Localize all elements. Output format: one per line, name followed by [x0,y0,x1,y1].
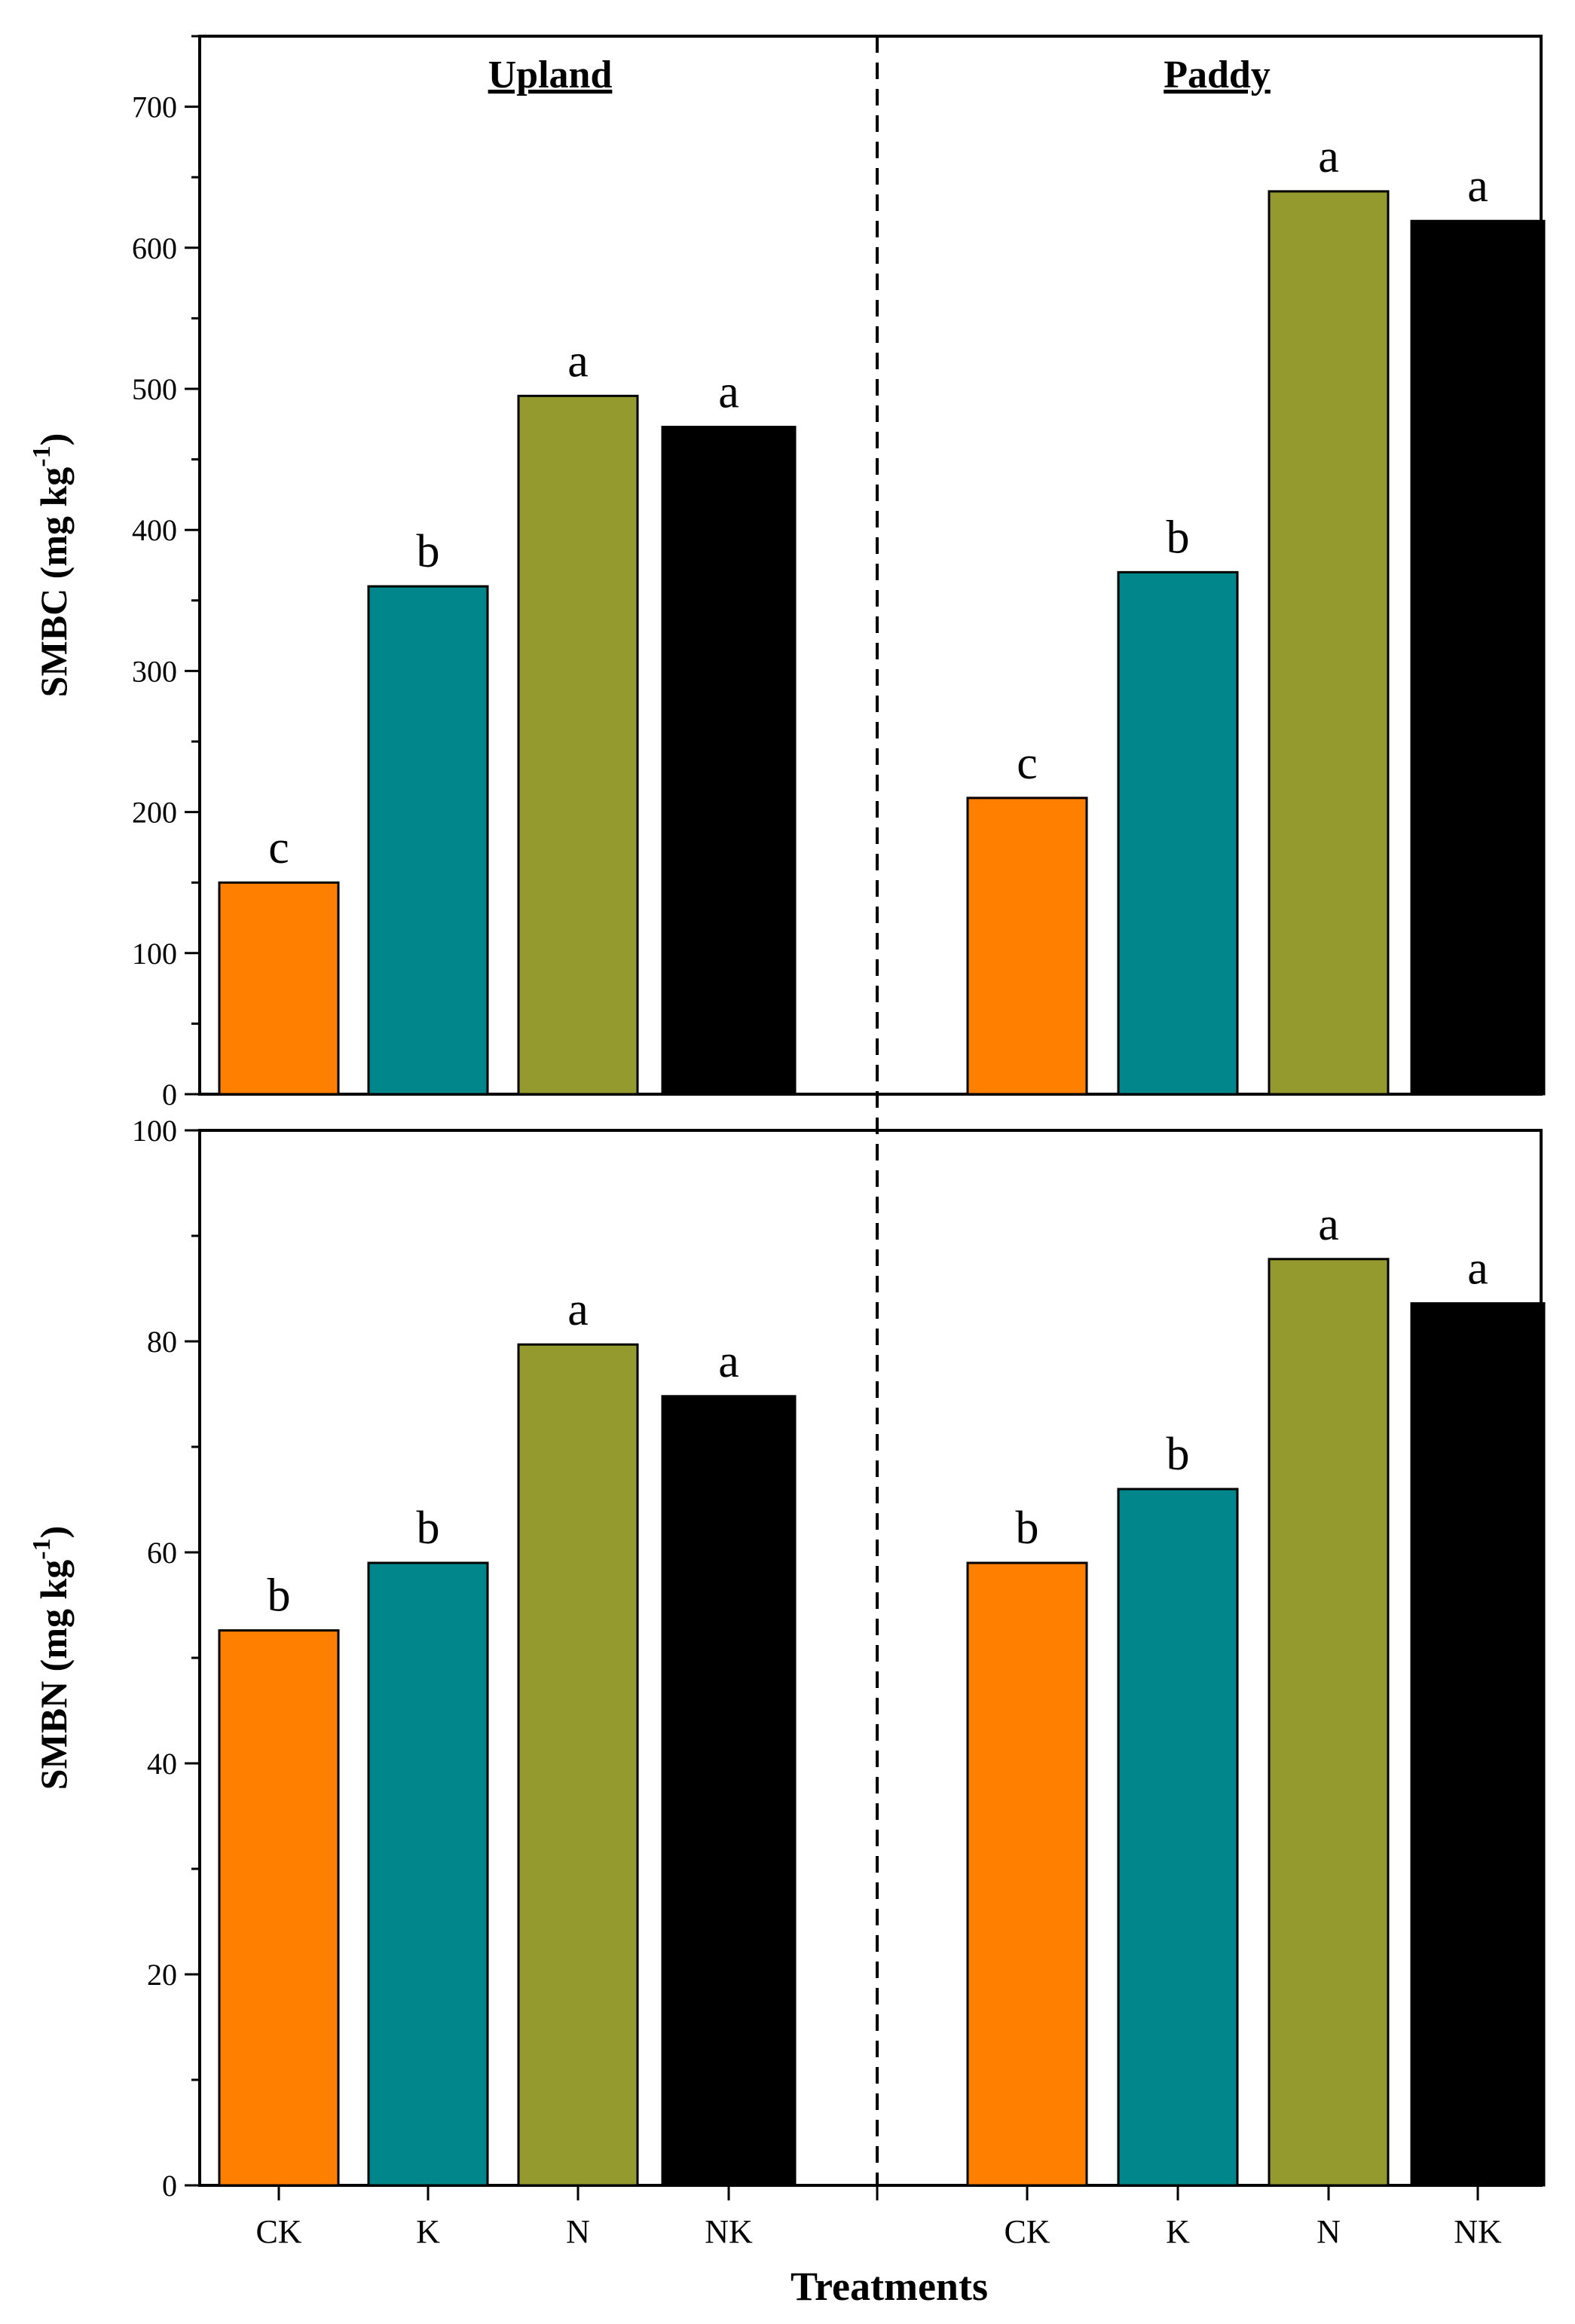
smbn-significance-letter: b [1016,1503,1039,1554]
smbn-significance-letter: a [567,1284,589,1335]
smbc-ytick-label: 600 [132,231,177,265]
x-category-label-upland-k: K [416,2213,440,2250]
x-category-label-paddy-n: N [1317,2213,1341,2250]
smbn-significance-letter: a [1318,1199,1339,1250]
smbn-bar-upland-n [517,1343,639,2187]
smbc-ytick-label: 500 [132,372,177,406]
smbn-bar-paddy-n [1268,1258,1390,2187]
smbc-significance-letter: c [1017,738,1038,789]
smbc-ytick-label: 0 [162,1078,177,1112]
smbc-bar-paddy-nk [1410,219,1546,1096]
smbc-bar-upland-ck [218,881,340,1096]
x-category-labels: CK K N NK CK K N NK [255,2185,1502,2250]
smbn-ytick-label: 80 [147,1325,177,1359]
smbc-y-axis-title: SMBC (mg kg-1) [28,433,75,698]
smbn-significance-letter: b [1167,1429,1190,1480]
smbn-bar-paddy-k [1117,1488,1239,2187]
x-category-label-paddy-k: K [1166,2213,1190,2250]
smbc-bar-paddy-ck [966,797,1088,1096]
smbn-bar-upland-nk [661,1395,797,2187]
smbn-panel: 0 20 40 60 80 100 b b a a b b a a SMBN (mg kg-1) [28,1114,1546,2203]
smbc-bar-upland-n [517,394,639,1096]
smbn-ytick-label: 60 [147,1536,177,1570]
x-category-label-paddy-ck: CK [1004,2213,1050,2250]
smbn-significance-letter: b [268,1570,291,1622]
x-category-label-paddy-nk: NK [1454,2213,1502,2250]
smbc-panel: 0 100 200 300 400 500 600 700 c b a a c b a a SMBC (mg k… [28,35,1546,1112]
x-category-label-upland-n: N [566,2213,590,2250]
smbn-bar-upland-ck [218,1629,340,2187]
smbc-significance-letter: b [417,526,440,577]
smbc-bar-upland-nk [661,426,797,1096]
region-title-paddy: Paddy [1164,54,1271,96]
smbc-ytick-label: 300 [132,654,177,688]
smbn-ytick-label: 0 [162,2169,177,2203]
x-category-label-upland-nk: NK [705,2213,753,2250]
smbc-significance-letter: b [1167,512,1190,563]
smbc-significance-letter: a [567,335,589,387]
smbn-bar-upland-k [367,1561,489,2187]
smbc-significance-letter: a [1467,161,1488,212]
smbc-ytick-label: 700 [132,90,177,124]
smbc-significance-letter: a [1318,131,1339,182]
smbn-significance-letter: b [417,1503,440,1554]
smbn-ytick-label: 40 [147,1747,177,1781]
smbc-bar-paddy-k [1117,570,1239,1096]
smbc-significance-letter: a [718,367,739,418]
smbn-ytick-label: 20 [147,1958,177,1992]
smbn-y-axis-title: SMBN (mg kg-1) [28,1526,75,1790]
x-axis-title: Treatments [791,2264,988,2309]
smbc-ytick-label: 400 [132,513,177,547]
region-title-upland: Upland [488,54,613,96]
smbn-bar-paddy-ck [966,1561,1088,2187]
smbn-significance-letter: a [1467,1243,1488,1295]
x-category-label-upland-ck: CK [255,2213,301,2250]
smbn-significance-letter: a [718,1336,739,1387]
smbn-bar-paddy-nk [1410,1302,1546,2187]
smbc-bar-upland-k [367,585,489,1096]
smbc-ytick-label: 100 [132,937,177,971]
smbn-ytick-label: 100 [132,1114,177,1148]
smbc-ytick-label: 200 [132,796,177,830]
smbc-bar-paddy-n [1268,190,1390,1096]
smbc-significance-letter: c [268,822,289,873]
